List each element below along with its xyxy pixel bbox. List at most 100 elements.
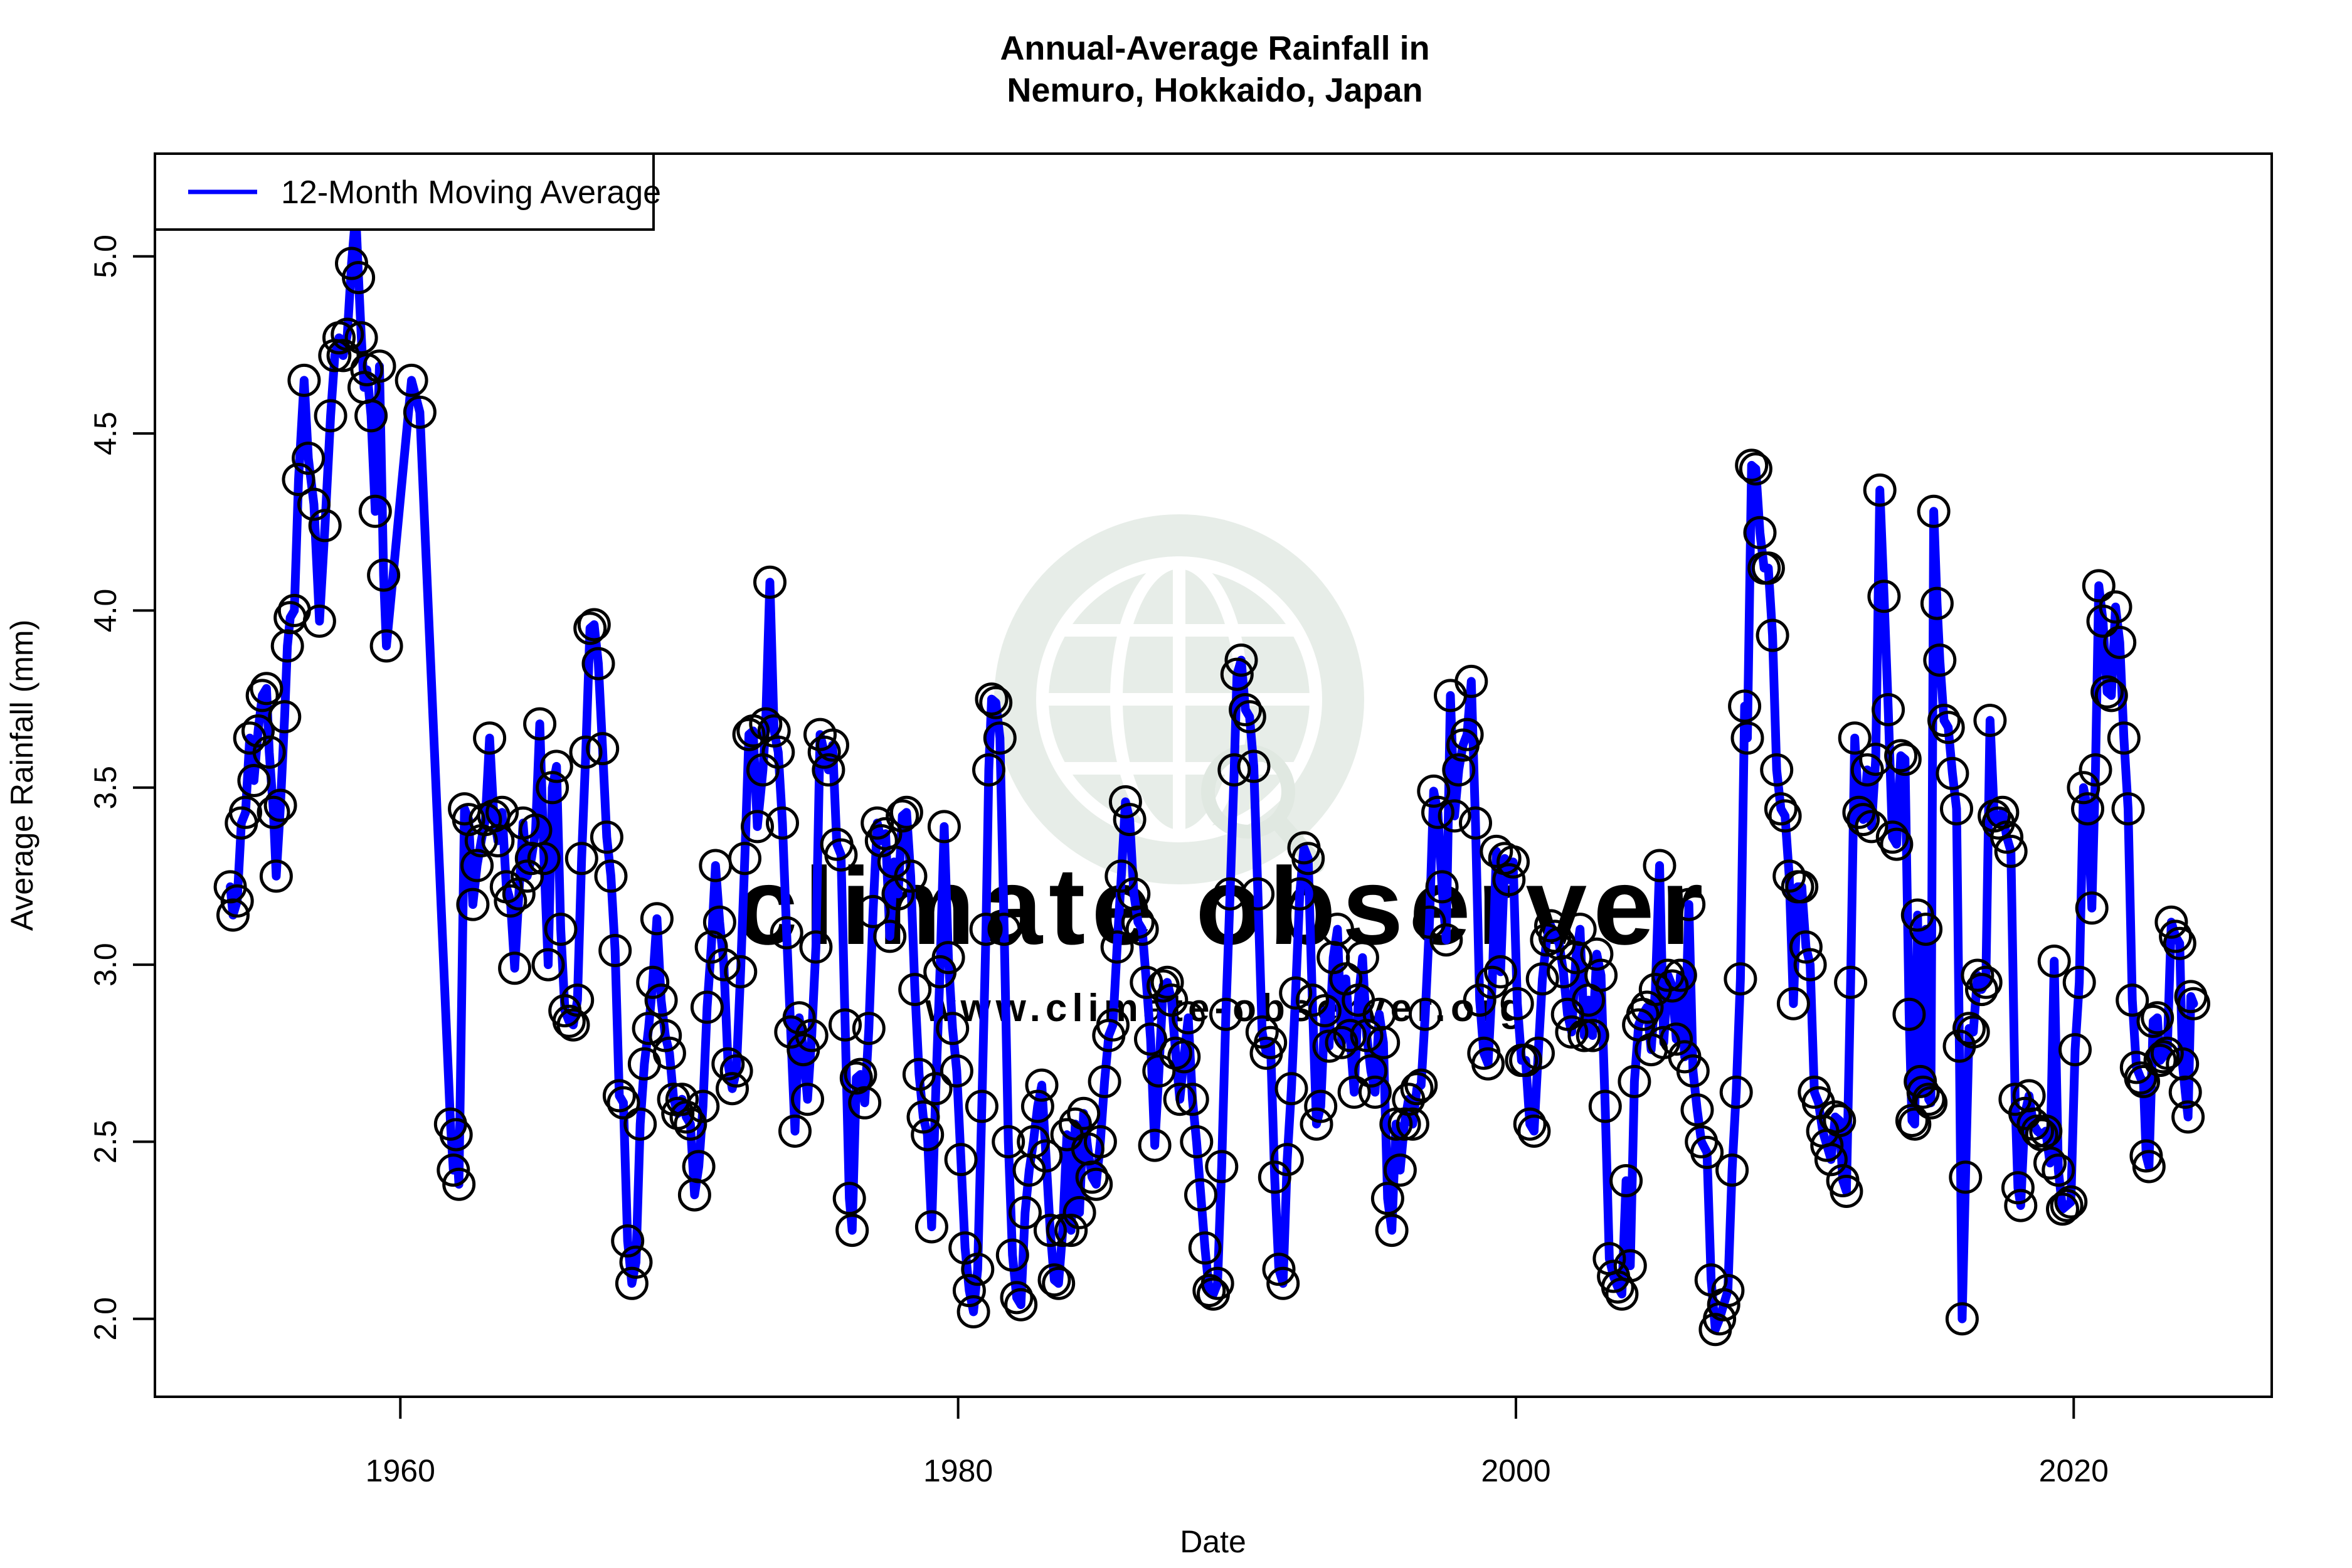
data-point-marker	[2124, 1061, 2158, 1095]
data-point-marker	[791, 1083, 824, 1116]
data-point-marker	[1914, 1086, 1948, 1120]
data-point-marker	[919, 1072, 953, 1106]
data-point-marker	[2090, 675, 2124, 709]
data-point-marker	[561, 983, 595, 1017]
data-point-marker	[702, 905, 736, 939]
data-point-marker	[894, 859, 928, 893]
data-point-marker	[728, 842, 761, 876]
data-point-marker	[586, 732, 620, 766]
data-point-marker	[1855, 810, 1888, 844]
data-point-marker	[1672, 887, 1706, 921]
data-point-marker	[619, 1245, 653, 1279]
y-axis-title: Average Rainfall (mm)	[4, 620, 40, 931]
data-point-marker	[1838, 721, 1872, 755]
data-point-marker	[1113, 803, 1147, 837]
data-point-marker	[544, 913, 578, 946]
data-point-marker	[1880, 827, 1914, 861]
data-point-marker	[1108, 785, 1142, 818]
data-point-marker	[686, 1089, 720, 1123]
data-point-marker	[2042, 1153, 2075, 1187]
data-point-marker	[799, 930, 833, 964]
data-point-marker	[581, 647, 615, 681]
data-point-marker	[358, 494, 392, 528]
data-point-marker	[1438, 799, 1471, 833]
data-point-marker	[1789, 930, 1823, 964]
data-point-marker	[1237, 750, 1271, 783]
data-point-marker	[1037, 1263, 1071, 1297]
data-point-marker	[494, 884, 527, 918]
data-point-marker	[2001, 1171, 2035, 1205]
data-point-marker	[835, 1214, 869, 1248]
data-point-marker	[1588, 1089, 1622, 1123]
data-point-marker	[1480, 834, 1513, 868]
data-point-marker	[812, 753, 845, 787]
data-point-marker	[1475, 965, 1509, 999]
data-point-marker	[282, 463, 315, 496]
data-point-marker	[1266, 1266, 1300, 1300]
data-point-marker	[1739, 452, 1772, 486]
data-point-marker	[602, 1079, 636, 1113]
data-point-marker	[1096, 1008, 1130, 1042]
data-point-marker	[1463, 983, 1496, 1017]
data-point-marker	[403, 395, 437, 429]
data-point-marker	[1931, 711, 1965, 744]
data-point-marker	[2004, 1189, 2038, 1222]
data-point-marker	[927, 810, 961, 844]
data-point-marker	[331, 317, 364, 351]
data-point-marker	[1308, 994, 1342, 1027]
legend-label: 12-Month Moving Average	[281, 174, 661, 211]
data-point-marker	[216, 898, 250, 932]
data-point-marker	[1655, 969, 1689, 1003]
data-point-marker	[611, 1224, 645, 1258]
data-point-marker	[1121, 905, 1155, 939]
data-point-marker	[1850, 753, 1884, 787]
data-point-marker	[2127, 1064, 2160, 1098]
data-point-marker	[1496, 845, 1530, 879]
data-point-marker	[1707, 1288, 1740, 1322]
data-point-marker	[1724, 962, 1757, 996]
y-tick-label: 4.5	[88, 411, 123, 455]
data-point-marker	[886, 799, 919, 833]
data-point-marker	[1184, 1178, 1217, 1212]
data-series	[213, 197, 2210, 1347]
data-point-marker	[732, 718, 766, 751]
data-point-marker	[1643, 849, 1677, 882]
data-point-marker	[1884, 739, 1918, 773]
data-point-marker	[944, 1143, 978, 1177]
data-point-marker	[2146, 1040, 2180, 1074]
data-point-marker	[1004, 1288, 1038, 1322]
data-point-marker	[1728, 689, 1762, 723]
data-point-marker	[1965, 973, 1998, 1007]
data-point-marker	[906, 1100, 940, 1134]
data-point-marker	[1986, 795, 2020, 829]
data-point-marker	[1772, 859, 1806, 893]
data-point-marker	[1396, 1107, 1429, 1141]
data-point-marker	[1155, 983, 1189, 1017]
data-point-marker	[1751, 551, 1785, 585]
data-point-marker	[1492, 863, 1526, 897]
data-point-marker	[1956, 1015, 1990, 1049]
data-point-marker	[1046, 1214, 1079, 1248]
data-point-marker	[1138, 1128, 1172, 1162]
data-point-marker	[983, 721, 1017, 755]
data-point-marker	[1450, 718, 1484, 751]
data-point-marker	[1715, 1153, 1749, 1187]
data-point-marker	[995, 1238, 1029, 1272]
data-point-marker	[2050, 1189, 2084, 1222]
data-point-marker	[344, 321, 378, 355]
data-point-marker	[1785, 870, 1819, 904]
data-point-marker	[936, 1012, 970, 1046]
data-point-marker	[1580, 937, 1614, 971]
data-point-marker	[350, 353, 384, 386]
data-point-marker	[644, 983, 678, 1017]
data-point-marker	[1875, 820, 1909, 854]
data-point-marker	[952, 1274, 986, 1308]
data-point-marker	[1567, 1019, 1601, 1052]
data-point-marker	[460, 849, 494, 882]
data-point-marker	[1563, 913, 1597, 946]
data-point-marker	[1927, 704, 1961, 737]
data-point-marker	[1823, 1104, 1857, 1138]
data-point-marker	[795, 1019, 829, 1052]
